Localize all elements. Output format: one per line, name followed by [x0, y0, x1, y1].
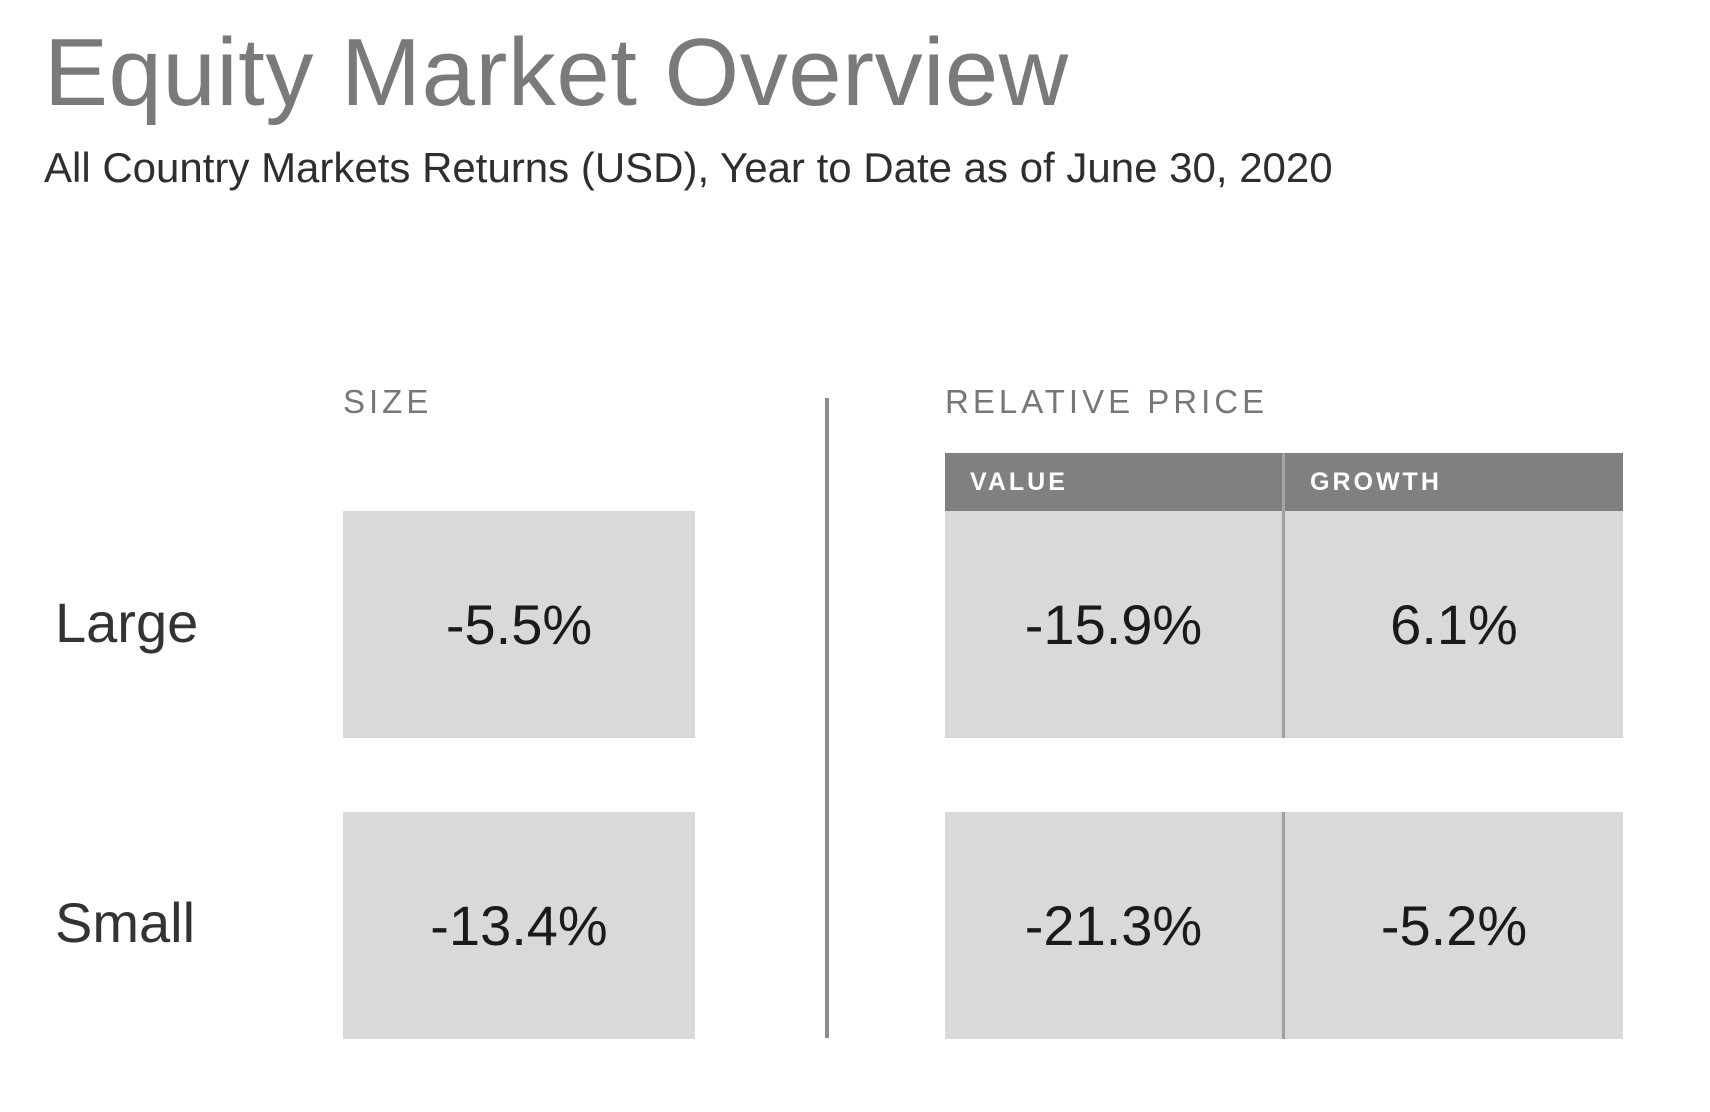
section-divider — [825, 398, 829, 1038]
large-growth-cell: 6.1% — [1285, 511, 1623, 738]
large-growth-value: 6.1% — [1390, 593, 1518, 656]
page-subtitle: All Country Markets Returns (USD), Year … — [44, 144, 1333, 191]
row-label-small: Small — [55, 891, 196, 954]
small-size-cell: -13.4% — [343, 812, 695, 1039]
header-separator — [1282, 453, 1285, 511]
size-section-label: SIZE — [343, 383, 433, 420]
large-value-cell: -15.9% — [945, 511, 1282, 738]
small-size-value: -13.4% — [430, 894, 608, 957]
small-growth-value: -5.2% — [1380, 894, 1528, 957]
large-size-cell: -5.5% — [343, 511, 695, 738]
small-value-cell: -21.3% — [945, 812, 1282, 1039]
value-column-header: VALUE — [945, 453, 1282, 511]
small-value-value: -21.3% — [1024, 894, 1203, 957]
small-growth-cell: -5.2% — [1285, 812, 1623, 1039]
growth-column-header: GROWTH — [1285, 453, 1623, 511]
row-label-large: Large — [55, 591, 199, 654]
large-row-separator — [1282, 511, 1285, 738]
large-value-value: -15.9% — [1024, 593, 1203, 656]
relative-price-section-label: RELATIVE PRICE — [945, 383, 1269, 420]
small-row-separator — [1282, 812, 1285, 1039]
page-title: Equity Market Overview — [44, 19, 1069, 126]
large-size-value: -5.5% — [445, 593, 593, 656]
